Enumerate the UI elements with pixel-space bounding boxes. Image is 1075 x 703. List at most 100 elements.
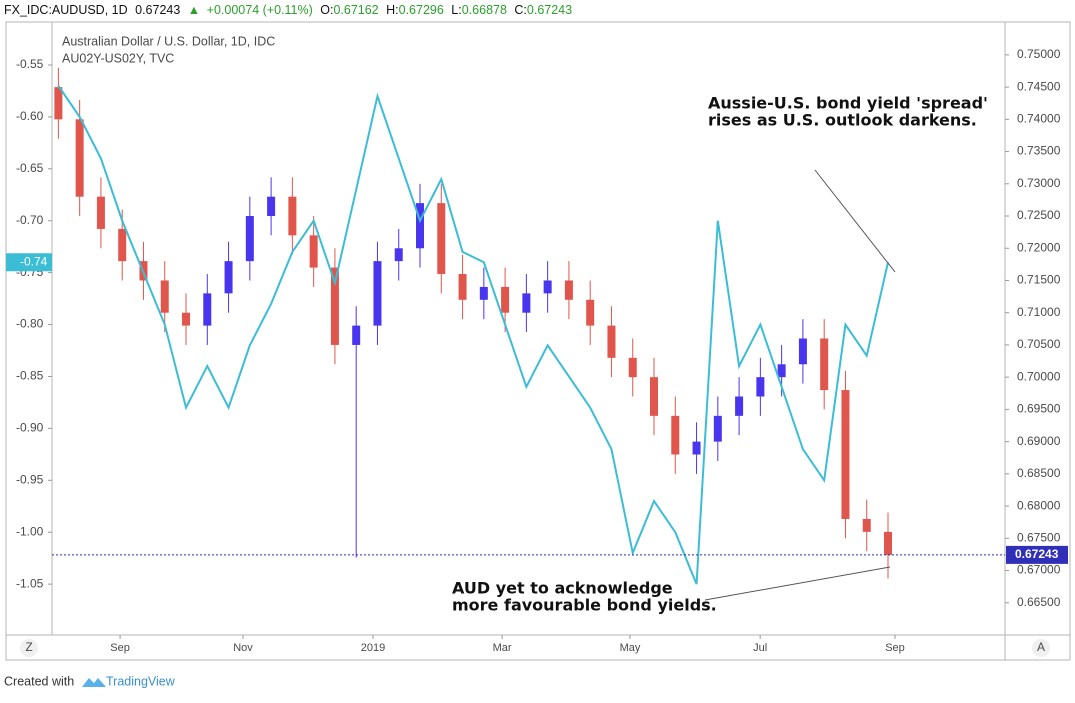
ohlc-label: C: [514, 3, 527, 17]
y-tick-label: -0.90 [16, 421, 44, 435]
last: 0.67243 [135, 3, 180, 17]
candle-body [373, 261, 382, 326]
y-tick-label: -0.55 [16, 57, 44, 71]
y-tick-label: -0.65 [16, 161, 44, 175]
x-tick-label: Sep [110, 642, 130, 654]
candle-body [203, 293, 212, 326]
candle-body [224, 261, 233, 294]
candle-body [607, 325, 616, 358]
candle-body [96, 196, 105, 229]
ohlc-value: 0.66878 [462, 3, 507, 17]
y2-tick-label: 0.73500 [1017, 144, 1061, 158]
ohlc-value: 0.67162 [333, 3, 378, 17]
candle-body [160, 280, 169, 313]
y-tick-label: -1.00 [16, 524, 44, 538]
y2-tick-label: 0.70000 [1017, 369, 1061, 383]
y2-tick-label: 0.71500 [1017, 273, 1061, 287]
y2-tick-label: 0.74000 [1017, 112, 1061, 126]
candle-body [650, 377, 659, 416]
change: +0.00074 (+0.11%) [207, 3, 313, 17]
auto-button[interactable] [1032, 639, 1050, 657]
candle-body [586, 299, 595, 326]
candle-body [352, 325, 361, 345]
y2-tick-label: 0.67500 [1017, 530, 1061, 544]
last-price-badge [1006, 545, 1068, 564]
y2-tick-label: 0.66500 [1017, 595, 1061, 609]
plot: -0.55-0.60-0.65-0.70-0.75-0.80-0.85-0.90… [6, 47, 1068, 654]
y2-tick-label: 0.72500 [1017, 208, 1061, 222]
ohlc-label: L: [451, 3, 461, 17]
y2-tick-label: 0.73000 [1017, 176, 1061, 190]
annotation: rises as U.S. outlook darkens. [708, 111, 977, 130]
ohlc-value: 0.67243 [527, 3, 572, 17]
candle-body [437, 203, 446, 275]
y2-tick-label: 0.69000 [1017, 434, 1061, 448]
y-tick-label: -0.60 [16, 109, 44, 123]
candle-body [884, 531, 893, 555]
candle-body [288, 196, 297, 236]
candle-body [543, 280, 552, 294]
candle-body [75, 119, 84, 197]
x-tick-label: Sep [885, 642, 905, 654]
x-tick-label: Jul [753, 642, 767, 654]
candle-body [394, 248, 403, 262]
x-tick-label: Mar [493, 642, 512, 654]
spread-line [57, 85, 889, 585]
x-tick-label: 2019 [361, 642, 385, 654]
footer-brand[interactable]: TradingView [106, 674, 176, 688]
annotation: Aussie-U.S. bond yield 'spread' [708, 94, 988, 113]
candle-body [735, 396, 744, 416]
y2-tick-label: 0.68000 [1017, 498, 1061, 512]
legend-entry: AU02Y-US02Y, TVC [62, 51, 174, 65]
logo [82, 678, 106, 687]
footer-text: Created with [4, 674, 74, 688]
y2-tick-label: 0.70500 [1017, 337, 1061, 351]
ohlc-label: H: [386, 3, 399, 17]
y-tick-label: -1.05 [16, 576, 44, 590]
candle-body [862, 518, 871, 532]
candle-body [245, 216, 254, 262]
candle-body [479, 286, 488, 300]
candle-body [309, 235, 318, 268]
ohlc-label: O: [320, 3, 333, 17]
candle-body [522, 293, 531, 313]
y2-tick-label: 0.68500 [1017, 466, 1061, 480]
y2-tick-label: 0.74500 [1017, 79, 1061, 93]
candle-body [564, 280, 573, 300]
y2-tick-label: 0.72000 [1017, 240, 1061, 254]
candle-body [182, 312, 191, 326]
symbol: FX_IDC:AUDUSD, 1D [4, 3, 128, 17]
candle-body [713, 415, 722, 442]
y-tick-label: -0.85 [16, 369, 44, 383]
candle-body [777, 364, 786, 378]
scale-button-label[interactable]: Z [25, 640, 32, 654]
x-tick-label: Nov [233, 642, 253, 654]
candle-body [458, 274, 467, 300]
ohlc-value: 0.67296 [399, 3, 444, 17]
y-tick-label: -0.80 [16, 317, 44, 331]
candle-body [692, 441, 701, 455]
y2-tick-label: 0.69500 [1017, 402, 1061, 416]
scale-button[interactable] [20, 639, 38, 657]
header: FX_IDC:AUDUSD, 1D 0.67243 ▲ +0.00074 (+0… [4, 3, 572, 17]
x-tick-label: May [620, 642, 641, 654]
annotation: more favourable bond yields. [452, 596, 717, 615]
candle-body [416, 203, 425, 249]
y-tick-label: -0.70 [16, 213, 44, 227]
candle-body [798, 338, 807, 365]
annotation: AUD yet to acknowledge [452, 579, 673, 598]
candle-body [501, 286, 510, 313]
frame [5, 21, 1071, 661]
candle-body [628, 357, 637, 378]
y2-tick-label: 0.67000 [1017, 563, 1061, 577]
annotation-arrow [814, 169, 896, 273]
candle-body [756, 377, 765, 397]
y2-tick-label: 0.71000 [1017, 305, 1061, 319]
last-spread-badge [6, 253, 52, 272]
y-tick-label: -0.95 [16, 472, 44, 486]
candle-body [820, 338, 829, 391]
auto-button-label[interactable]: A [1037, 640, 1045, 654]
candle-body [330, 267, 339, 345]
